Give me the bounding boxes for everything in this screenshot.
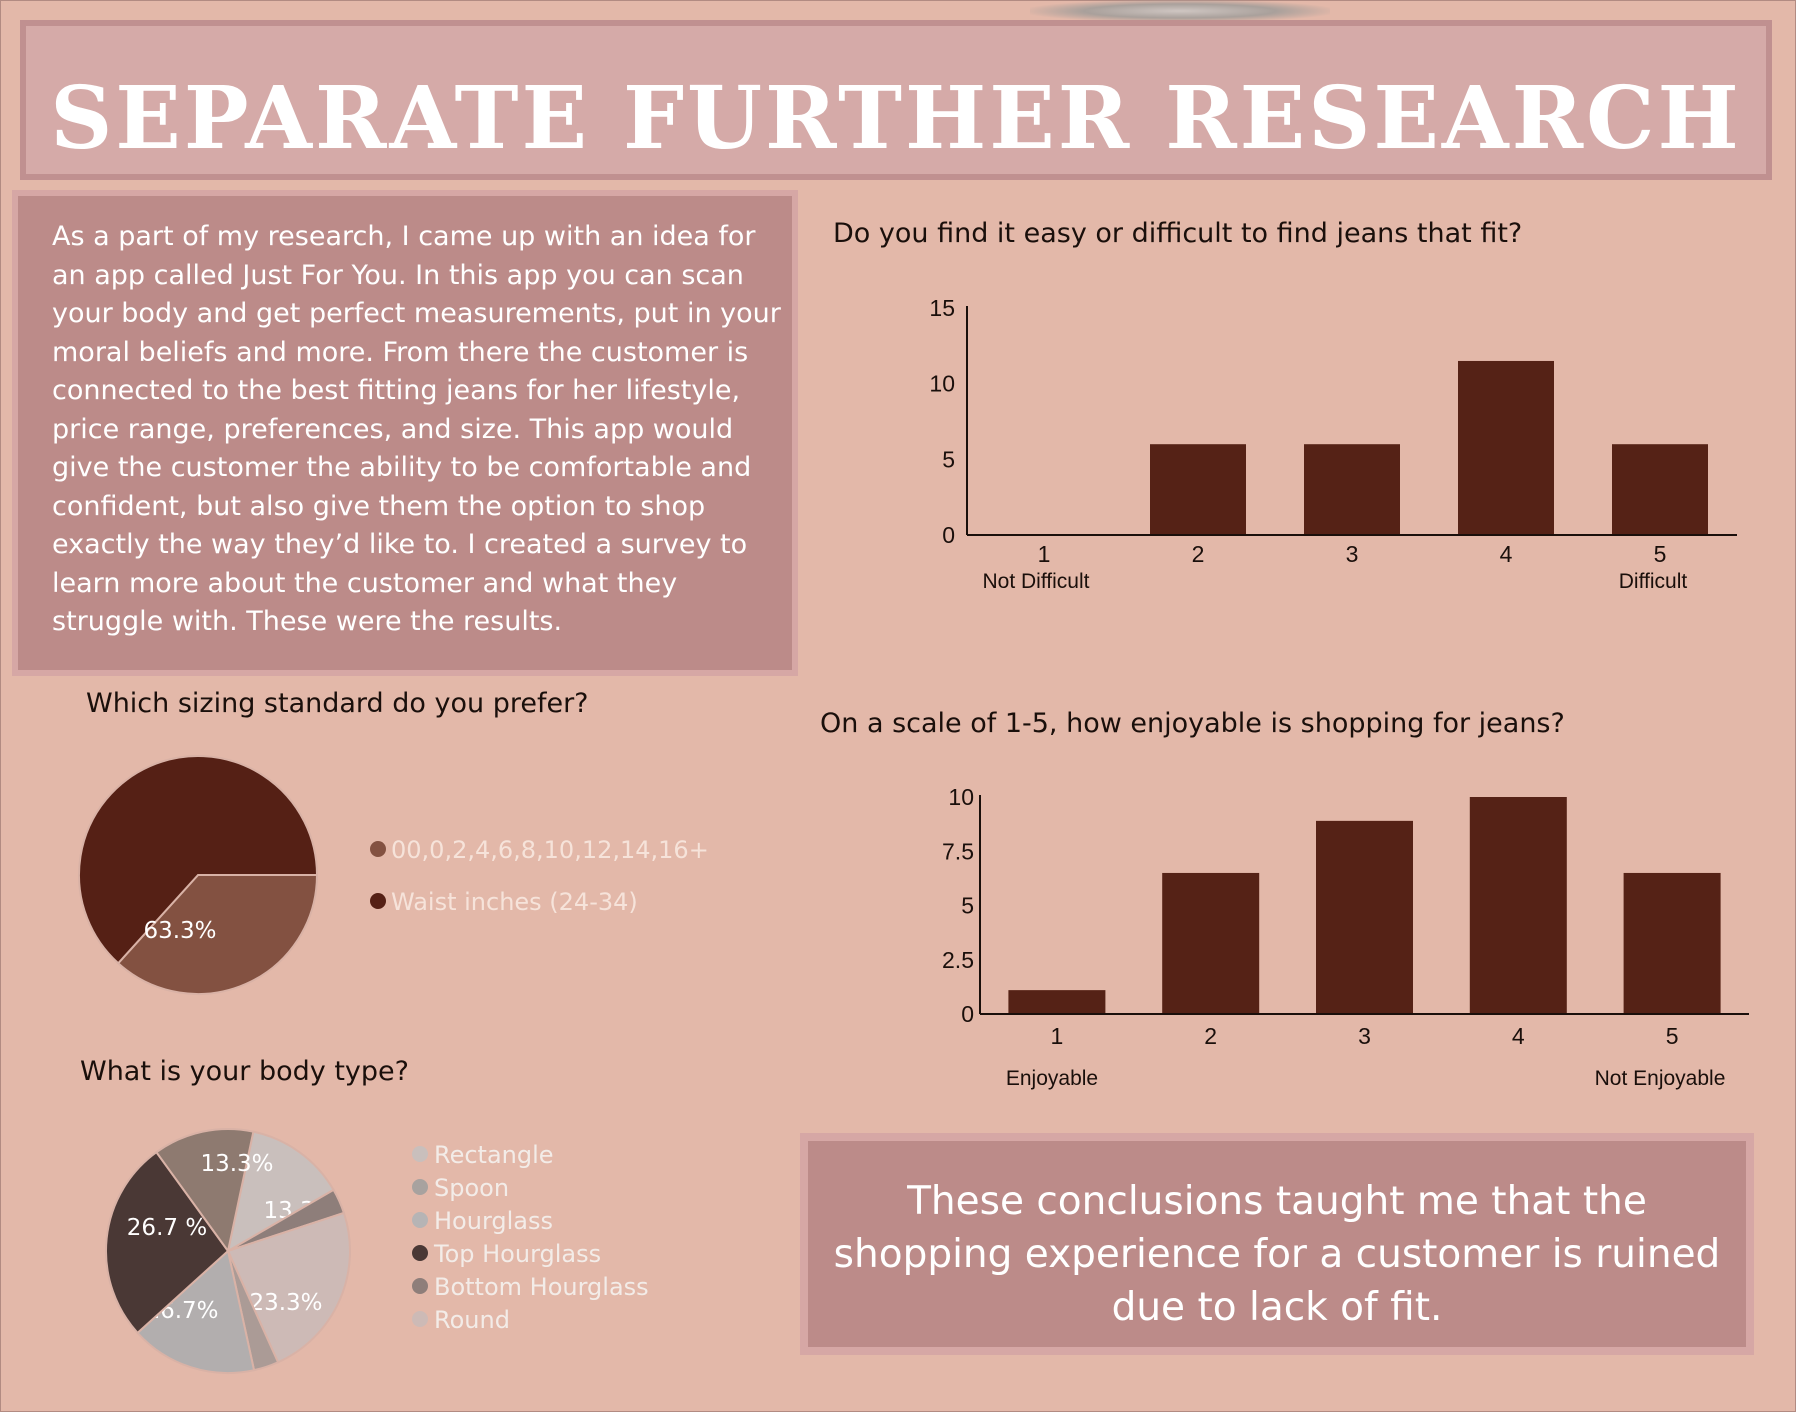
sizing-legend-label-0: 00,0,2,4,6,8,10,12,14,16+: [391, 836, 709, 864]
sizing-legend-marker-0: [370, 841, 386, 857]
body-legend-label-hourglass: Hourglass: [434, 1207, 553, 1235]
enjoy-x-tick-1: 1: [1051, 1023, 1064, 1049]
fit-y-tick-0: 0: [942, 522, 955, 548]
body-legend-label-bottom-hourglass: Bottom Hourglass: [434, 1273, 649, 1301]
body-legend-marker-1: [412, 1179, 428, 1195]
fit-bar-3: [1304, 444, 1400, 535]
intro-box: As a part of my research, I came up with…: [12, 190, 798, 676]
enjoy-x-sublabel-5: Not Enjoyable: [1595, 1067, 1726, 1090]
enjoy-x-tick-4: 4: [1512, 1023, 1525, 1049]
body-chart-title: What is your body type?: [80, 1056, 409, 1087]
body-legend-marker-0: [412, 1146, 428, 1162]
sizing-slice-00-0-2-4-6-8-10-12-14-16-: [116, 874, 319, 995]
fit-x-tick-1: 1: [1038, 541, 1051, 567]
sizing-legend-marker-1: [370, 893, 386, 909]
body-slice-label-2: 23.3%: [249, 1290, 322, 1316]
enjoy-y-tick-5: 5: [961, 893, 974, 919]
body-legend-marker-2: [412, 1212, 428, 1228]
enjoy-bar-1: [1008, 990, 1106, 1014]
fit-y-tick-5: 5: [942, 446, 955, 472]
body-legend-label-spoon: Spoon: [434, 1174, 509, 1202]
fit-x-tick-2: 2: [1192, 541, 1205, 567]
fit-y-tick-10: 10: [929, 371, 955, 397]
body-legend-label-top-hourglass: Top Hourglass: [433, 1240, 601, 1268]
fit-x-sublabel-1: Not Difficult: [983, 570, 1090, 593]
fit-x-tick-5: 5: [1654, 541, 1667, 567]
enjoy-x-tick-5: 5: [1666, 1023, 1679, 1049]
fit-x-tick-4: 4: [1500, 541, 1513, 567]
fit-x-sublabel-5: Difficult: [1619, 570, 1688, 593]
enjoy-bar-2: [1162, 872, 1260, 1014]
sizing-chart-title: Which sizing standard do you prefer?: [86, 688, 589, 719]
body-legend-label-rectangle: Rectangle: [434, 1141, 554, 1169]
fit-chart-title: Do you find it easy or difficult to find…: [833, 218, 1523, 249]
enjoy-bar-4: [1469, 797, 1567, 1014]
sizing-slice-label-1: 63.3%: [143, 918, 216, 944]
enjoy-chart-title: On a scale of 1-5, how enjoyable is shop…: [820, 708, 1565, 739]
enjoy-y-tick-0: 0: [961, 1001, 974, 1027]
fit-y-tick-15: 15: [929, 295, 955, 321]
fit-bar-2: [1150, 444, 1246, 535]
enjoy-y-tick-7.5: 7.5: [942, 838, 974, 864]
enjoy-y-tick-2.5: 2.5: [942, 947, 974, 973]
fit-bar-4: [1458, 360, 1554, 535]
body-legend-marker-5: [412, 1311, 428, 1327]
body-slice-label-6: 13.3%: [200, 1151, 273, 1177]
enjoy-x-tick-3: 3: [1358, 1023, 1371, 1049]
body-slice-hourglass: [136, 1249, 256, 1374]
enjoy-bar-5: [1623, 872, 1721, 1014]
conclusion-text: These conclusions taught me that the sho…: [833, 1179, 1721, 1330]
body-slice-rectangle: [226, 1130, 335, 1253]
body-legend-label-round: Round: [434, 1306, 510, 1334]
enjoy-y-tick-10: 10: [948, 784, 974, 810]
enjoy-bar-3: [1316, 820, 1413, 1014]
body-slice-round: [226, 1211, 351, 1364]
body-legend-marker-3: [412, 1245, 428, 1261]
title-band: SEPARATE FURTHER RESEARCH: [20, 20, 1772, 180]
body-legend-marker-4: [412, 1278, 428, 1294]
sizing-legend-label-1: Waist inches (24-34): [391, 888, 638, 916]
conclusion-box: These conclusions taught me that the sho…: [800, 1133, 1754, 1355]
enjoy-x-tick-2: 2: [1204, 1023, 1217, 1049]
body-slice-top-hourglass: [105, 1150, 230, 1335]
enjoy-x-sublabel-1: Enjoyable: [1006, 1067, 1098, 1090]
fit-bar-5: [1612, 444, 1708, 535]
body-slice-label-5: 26.7 %: [127, 1215, 207, 1241]
sizing-slice-waist-inches-24-34-: [78, 755, 319, 965]
fit-x-tick-3: 3: [1346, 541, 1359, 567]
page-title: SEPARATE FURTHER RESEARCH: [50, 68, 1742, 169]
body-slice-bottom-hourglass: [155, 1128, 255, 1254]
decorative-image-fragment: [1030, 0, 1330, 22]
intro-text: As a part of my research, I came up with…: [52, 221, 781, 637]
